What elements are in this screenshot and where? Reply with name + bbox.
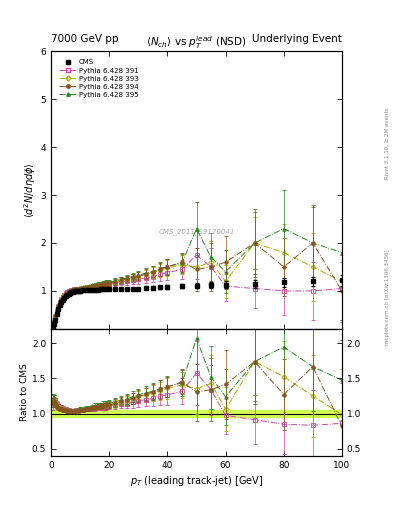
Bar <box>51 410 342 417</box>
Title: $\langle N_{ch}\rangle$ vs $p_T^{lead}$ (NSD): $\langle N_{ch}\rangle$ vs $p_T^{lead}$ … <box>146 34 247 51</box>
Text: CMS_2011_S9120041: CMS_2011_S9120041 <box>158 228 235 236</box>
Text: mcplots.cern.ch [arXiv:1306.3436]: mcplots.cern.ch [arXiv:1306.3436] <box>385 249 389 345</box>
Text: Underlying Event: Underlying Event <box>252 33 342 44</box>
X-axis label: $p_T$ (leading track-jet) [GeV]: $p_T$ (leading track-jet) [GeV] <box>130 474 263 488</box>
Text: Rivet 3.1.10, ≥ 2M events: Rivet 3.1.10, ≥ 2M events <box>385 108 389 179</box>
Legend: CMS, Pythia 6.428 391, Pythia 6.428 393, Pythia 6.428 394, Pythia 6.428 395: CMS, Pythia 6.428 391, Pythia 6.428 393,… <box>57 57 140 100</box>
Y-axis label: Ratio to CMS: Ratio to CMS <box>20 364 29 421</box>
Text: 7000 GeV pp: 7000 GeV pp <box>51 33 119 44</box>
Y-axis label: $\langle d^2 N/d\eta d\phi\rangle$: $\langle d^2 N/d\eta d\phi\rangle$ <box>22 162 38 218</box>
